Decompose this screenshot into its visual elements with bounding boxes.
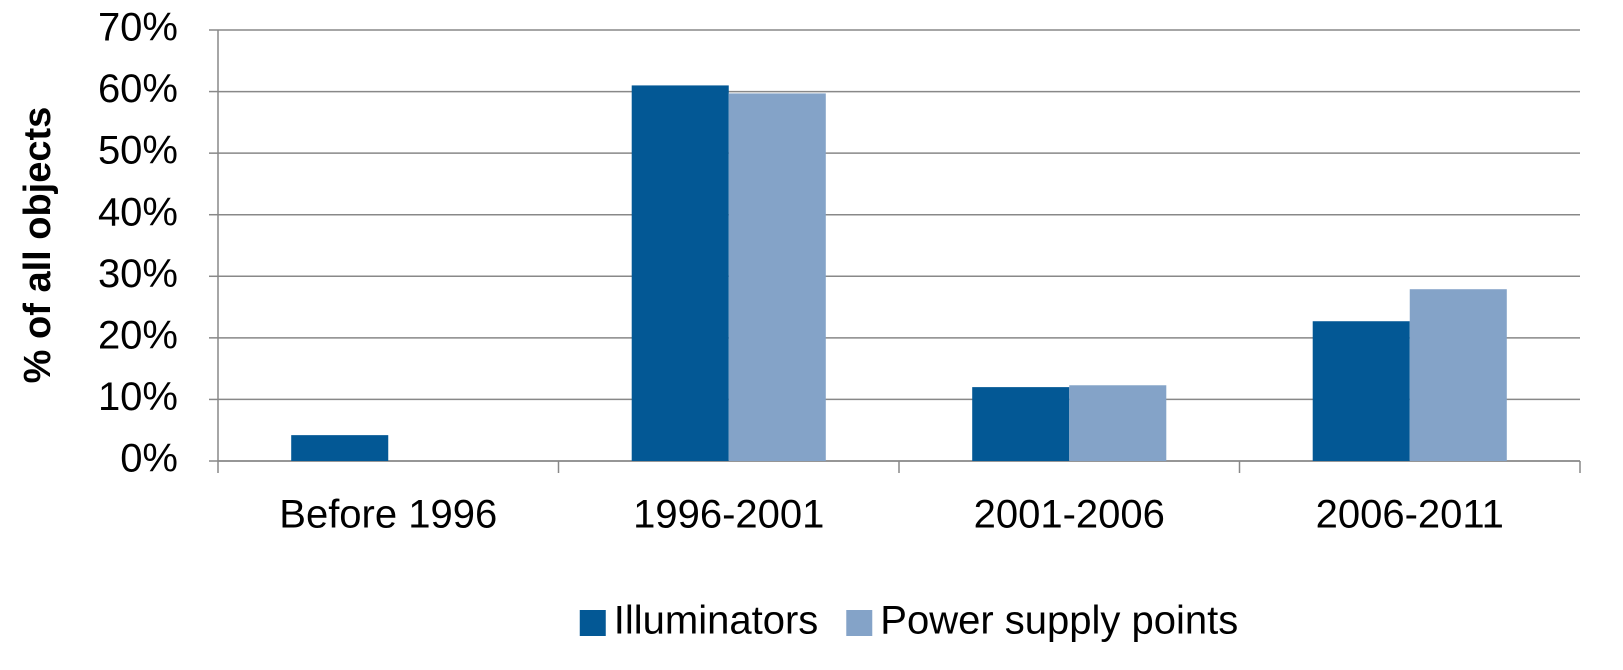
bar: [1069, 385, 1167, 461]
x-tick-label: Before 1996: [279, 493, 497, 537]
y-tick-label: 70%: [98, 6, 178, 50]
y-tick-label: 30%: [98, 252, 178, 296]
x-tick-label: 1996-2001: [633, 493, 824, 537]
y-tick-label: 50%: [98, 129, 178, 173]
y-tick-label: 20%: [98, 313, 178, 357]
bar: [1312, 321, 1410, 461]
bar: [972, 387, 1070, 461]
y-tick-label: 0%: [120, 437, 178, 481]
bar: [728, 93, 826, 461]
legend-label: Power supply points: [880, 599, 1238, 643]
bar: [1409, 289, 1507, 461]
legend-swatch: [846, 610, 873, 636]
y-tick-label: 60%: [98, 67, 178, 111]
legend-label: Illuminators: [614, 599, 819, 643]
y-axis-label: % of all objects: [17, 107, 59, 384]
y-tick-label: 10%: [98, 375, 178, 419]
y-tick-label: 40%: [98, 190, 178, 234]
x-tick-label: 2001-2006: [974, 493, 1165, 537]
legend-swatch: [579, 610, 606, 636]
bar: [631, 85, 729, 462]
bar: [291, 435, 389, 461]
x-tick-label: 2006-2011: [1316, 493, 1504, 537]
